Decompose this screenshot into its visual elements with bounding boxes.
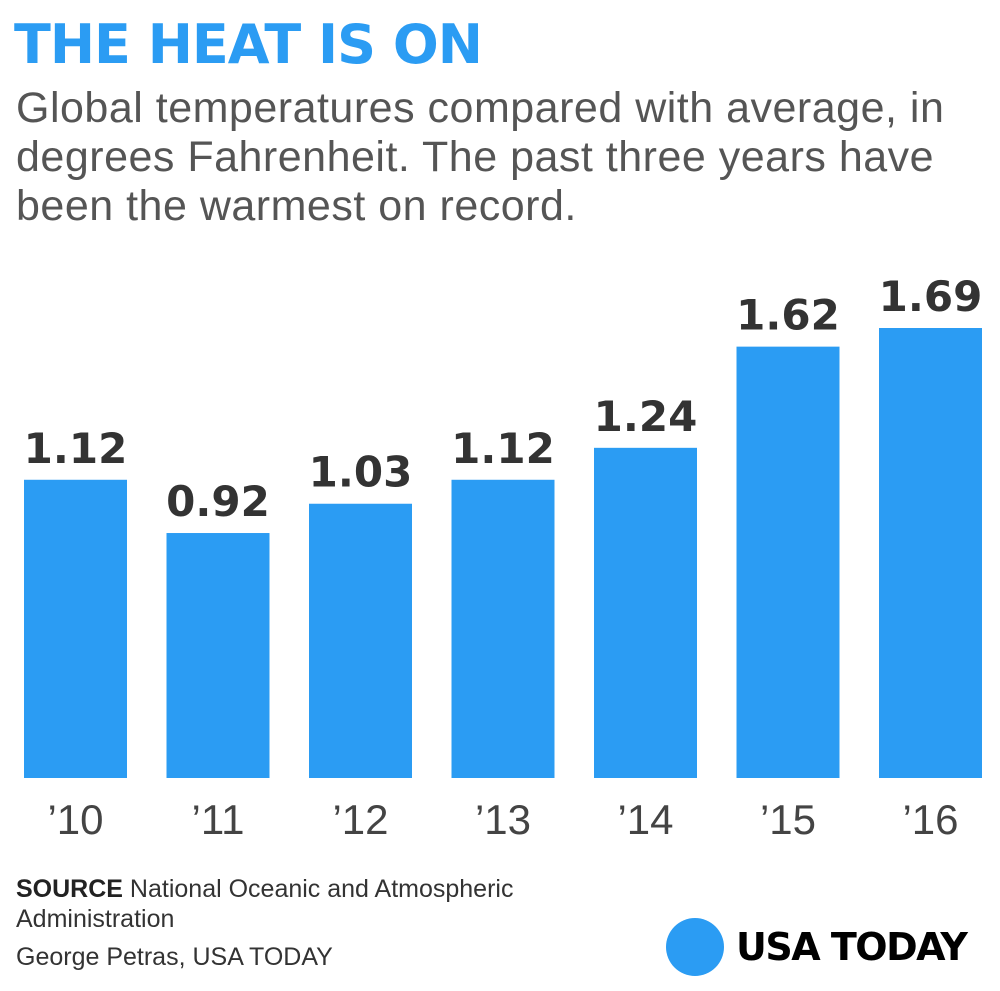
value-label-1: 0.92 [166,477,270,526]
blue-circle-logo-icon [666,918,724,976]
bar-3 [451,479,555,778]
bar-0 [24,479,127,778]
bar-1 [166,533,270,778]
x-tick-label-6: ’16 [902,796,958,843]
x-tick-label-2: ’12 [332,796,388,843]
bar-2 [309,503,412,778]
value-label-3: 1.12 [451,424,555,473]
x-tick-label-1: ’11 [192,796,245,843]
value-label-0: 1.12 [24,424,128,473]
bar-chart: 1.12 ’10 0.92 ’11 1.03 ’12 1.12 ’13 1.24 ’14 1.62 ’… [24,272,983,843]
value-label-5: 1.62 [736,291,840,340]
source-text: National Oceanic and Atmospheric Adminis… [16,875,514,933]
bar-5 [736,346,840,778]
chart-title: THE HEAT IS ON [14,13,483,76]
source-label: SOURCE [16,875,123,903]
source-line: SOURCE National Oceanic and Atmospheric … [16,874,656,934]
x-tick-label-3: ’13 [475,796,531,843]
x-tick-label-0: ’10 [47,796,103,843]
usa-today-logo: USA TODAY [666,918,968,976]
chart-subtitle: Global temperatures compared with averag… [16,84,945,230]
bar-6 [879,328,982,778]
logo-text: USA TODAY [736,925,968,969]
x-tick-label-5: ’15 [760,796,816,843]
credit-line: George Petras, USA TODAY [16,943,333,971]
bar-4 [594,447,697,778]
value-label-6: 1.69 [879,272,983,321]
value-label-4: 1.24 [594,392,698,441]
value-label-2: 1.03 [309,448,413,497]
x-tick-label-4: ’14 [617,796,673,843]
